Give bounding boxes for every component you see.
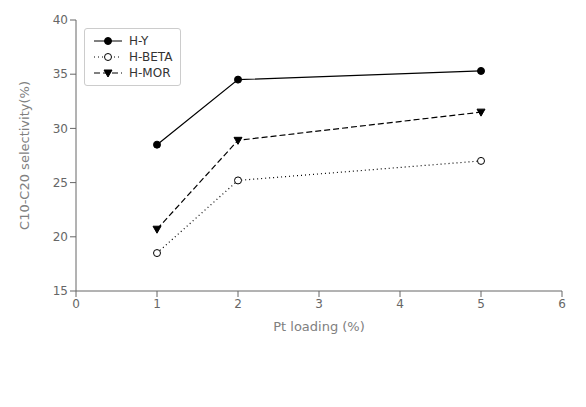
html-text:H-BETA: H-BETA [129,50,173,64]
svg-text:40: 40 [53,13,68,27]
svg-text:4: 4 [396,297,404,311]
svg-text:0: 0 [72,297,80,311]
svg-text:6: 6 [558,297,566,311]
svg-text:3: 3 [315,297,323,311]
svg-text:5: 5 [477,297,485,311]
svg-text:30: 30 [53,122,68,136]
svg-text:25: 25 [53,176,68,190]
svg-text:C10-C20 selectivity(%): C10-C20 selectivity(%) [17,81,32,230]
html-text:H-Y: H-Y [129,34,149,48]
svg-text:20: 20 [53,230,68,244]
html-text:H-MOR: H-MOR [129,66,171,80]
svg-text:1: 1 [153,297,161,311]
svg-text:15: 15 [53,284,68,298]
svg-text:2: 2 [234,297,242,311]
svg-text:35: 35 [53,67,68,81]
svg-text:Pt loading (%): Pt loading (%) [273,319,365,334]
